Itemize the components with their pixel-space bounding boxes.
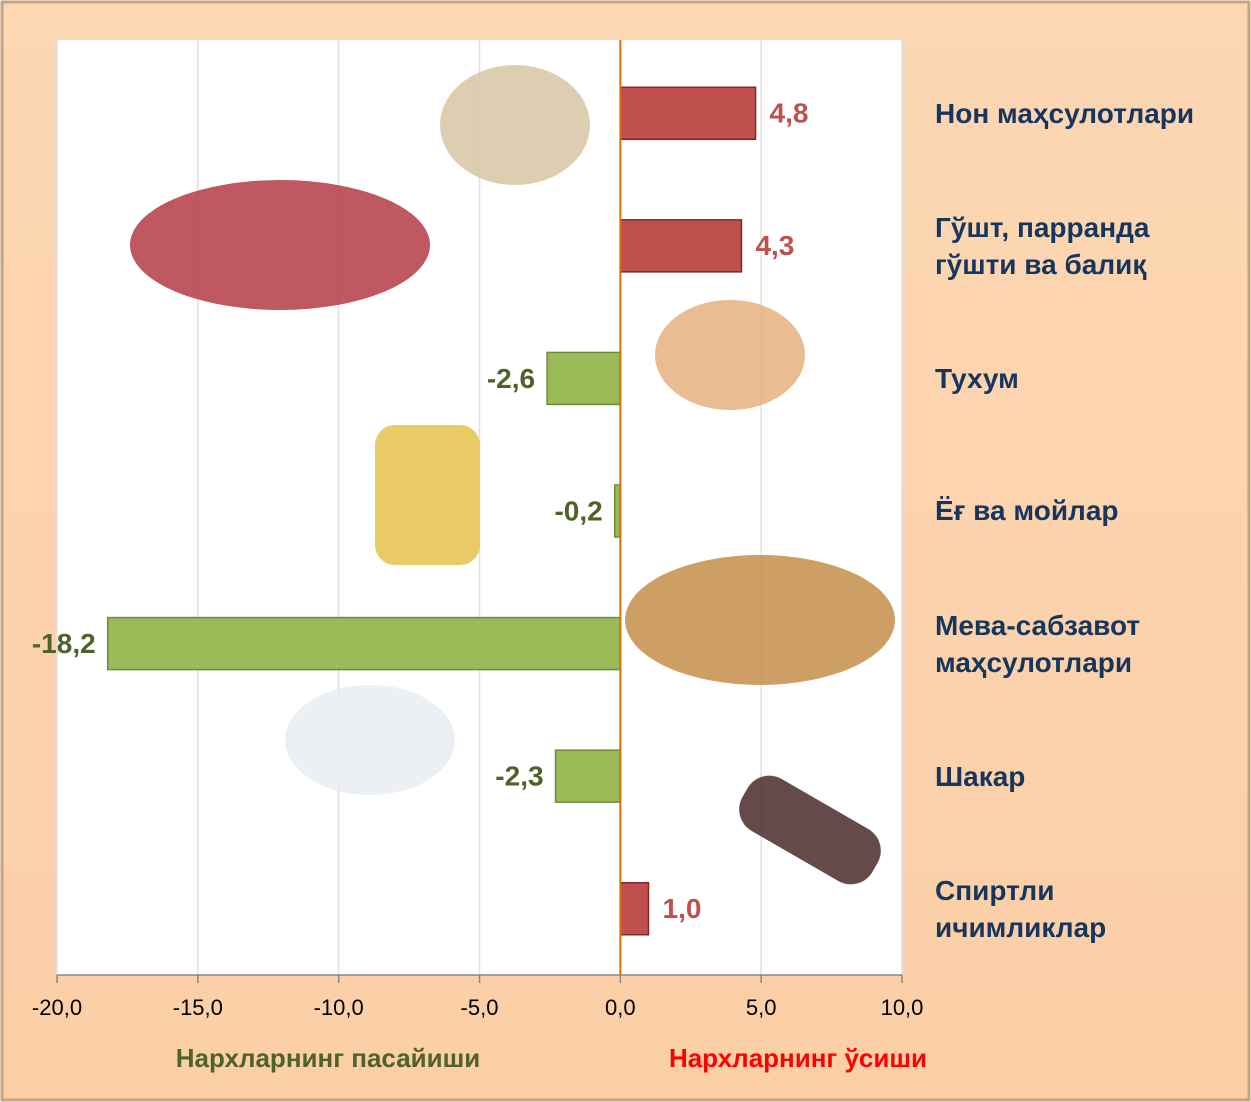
value-label: 1,0 <box>663 893 702 924</box>
category-label: Ёғ ва мойлар <box>935 445 1245 578</box>
value-label: -2,6 <box>487 363 535 394</box>
category-label: Гўшт, парранда гўшти ва балиқ <box>935 180 1245 313</box>
value-label: -0,2 <box>554 495 602 526</box>
x-tick-label: 5,0 <box>746 995 777 1020</box>
chart: Нархларнинг пасайиши Нархларнинг ўсиши -… <box>0 0 1251 1102</box>
x-tick-label: -20,0 <box>32 995 82 1020</box>
x-tick-label: 10,0 <box>881 995 924 1020</box>
x-tick-label: 0,0 <box>605 995 636 1020</box>
bar <box>108 618 621 670</box>
category-label: Нон маҳсулотлари <box>935 47 1245 180</box>
value-label: 4,3 <box>755 230 794 261</box>
category-label: Шакар <box>935 710 1245 843</box>
category-label: Спиртли ичимликлар <box>935 842 1245 975</box>
x-tick-label: -5,0 <box>461 995 499 1020</box>
category-label: Мева-сабзавот маҳсулотлари <box>935 577 1245 710</box>
bar <box>620 220 741 272</box>
x-tick-label: -10,0 <box>314 995 364 1020</box>
bar <box>547 352 620 404</box>
bar <box>620 87 755 139</box>
bar <box>620 883 648 935</box>
value-label: -2,3 <box>495 761 543 792</box>
value-label: -18,2 <box>32 628 96 659</box>
value-label: 4,8 <box>770 98 809 129</box>
bar <box>556 750 621 802</box>
increase-label: Нархларнинг ўсиши <box>669 1043 927 1073</box>
x-tick-label: -15,0 <box>173 995 223 1020</box>
category-label: Тухум <box>935 312 1245 445</box>
decrease-label: Нархларнинг пасайиши <box>176 1043 481 1073</box>
